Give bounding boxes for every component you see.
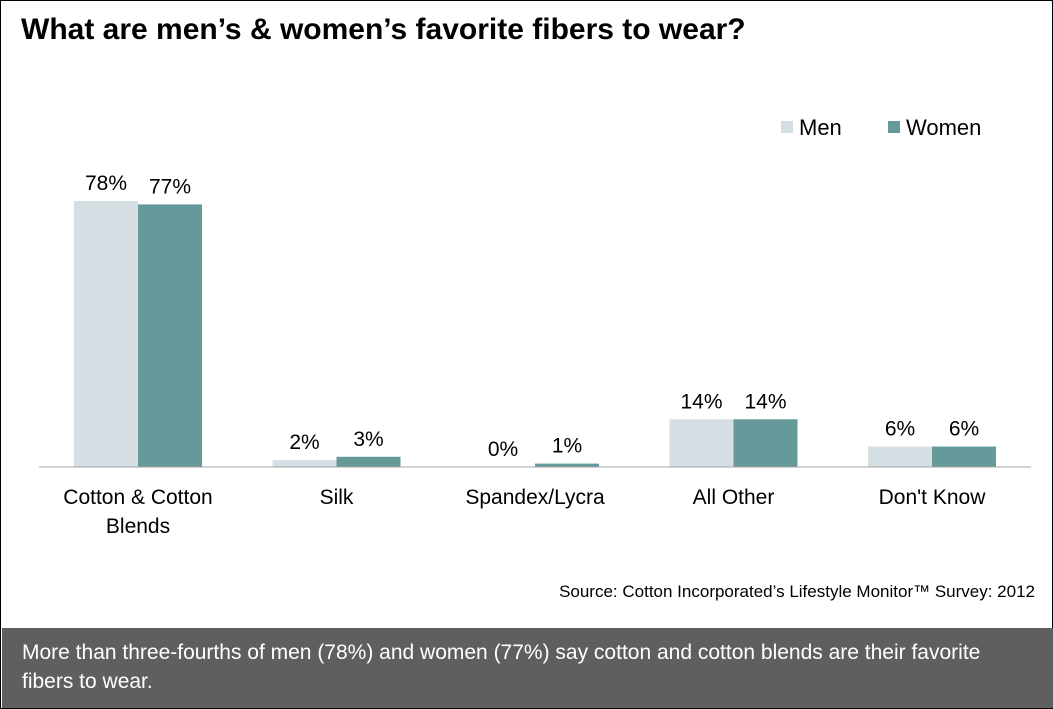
data-label-men-1: 2%	[289, 431, 319, 454]
chart-title: What are men’s & women’s favorite fibers…	[21, 13, 746, 46]
bar-women-2	[535, 463, 599, 467]
x-tick-label-4: Don't Know	[879, 486, 987, 509]
bar-men-1	[272, 460, 337, 467]
legend-label-women: Women	[906, 115, 981, 140]
bar-women-1	[336, 456, 401, 467]
bar-women-4	[932, 446, 996, 467]
x-tick-label-3: All Other	[693, 486, 775, 509]
data-label-men-4: 6%	[885, 418, 915, 441]
x-tick-label-0-line1: Blends	[106, 515, 170, 538]
bar-women-0	[138, 204, 202, 467]
x-tick-label-1: Silk	[320, 486, 354, 509]
bar-chart: 78% 2% 0% 14% 6% 77% 3% 1% 14% 6% Cotton & Cotton B…	[39, 115, 1031, 538]
data-label-women-4: 6%	[949, 418, 979, 441]
data-label-men-2: 0%	[488, 438, 518, 461]
legend-swatch-men	[781, 121, 793, 133]
source-note: Source: Cotton Incorporated’s Lifestyle …	[559, 582, 1035, 601]
bar-men-4	[868, 446, 932, 467]
bar-men-3	[669, 419, 734, 467]
legend-swatch-women	[888, 121, 900, 133]
data-label-women-0: 77%	[149, 175, 191, 198]
data-label-women-3: 14%	[744, 390, 786, 413]
x-tick-label-2: Spandex/Lycra	[465, 486, 605, 509]
data-label-women-2: 1%	[552, 435, 582, 458]
bar-women-3	[733, 419, 798, 467]
footer-banner: More than three-fourths of men (78%) and…	[2, 628, 1053, 708]
data-label-women-1: 3%	[353, 428, 383, 451]
x-tick-label-0-line0: Cotton & Cotton	[63, 486, 212, 509]
legend-label-men: Men	[799, 115, 842, 140]
bar-men-0	[74, 201, 138, 467]
data-label-men-3: 14%	[680, 390, 722, 413]
data-label-men-0: 78%	[85, 172, 127, 195]
footer-text: More than three-fourths of men (78%) and…	[22, 641, 981, 693]
